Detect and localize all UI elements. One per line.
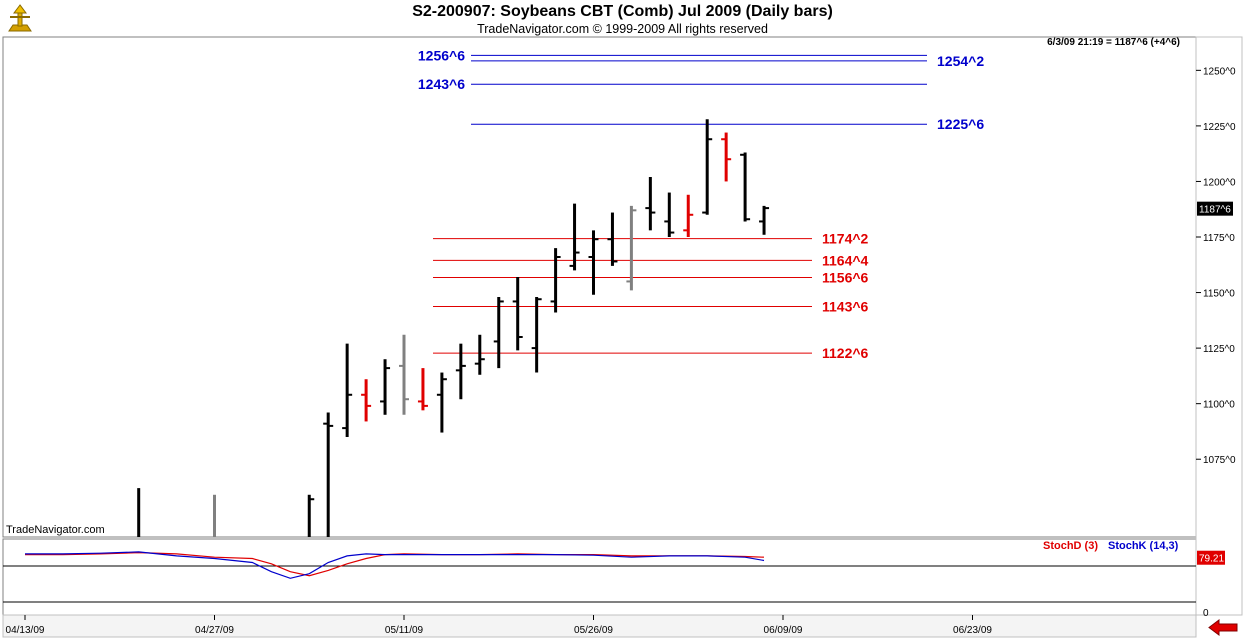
y-tick-label: 1250^0 [1203,66,1236,77]
level-label: 1256^6 [418,47,465,63]
y-tick-label: 1225^0 [1203,122,1236,133]
price-readout: 6/3/09 21:19 = 1187^6 (+4^6) [1047,37,1180,48]
chart-subtitle: TradeNavigator.com © 1999-2009 All right… [477,22,768,36]
stochastic-pane [2,538,1197,616]
level-label: 1143^6 [822,298,869,314]
level-label: 1156^6 [822,270,869,286]
x-tick-label: 04/27/09 [195,625,234,636]
stoch-y-tick-label: 0 [1203,608,1209,619]
level-label: 1243^6 [418,76,465,92]
stoch-series-line [25,551,765,577]
stoch-k-legend[interactable]: StochK (14,3) [1108,540,1179,552]
red-left-arrow-icon[interactable] [1207,619,1239,636]
level-label: 1164^4 [822,252,869,268]
stoch-series-line [25,551,765,579]
price-pane [2,36,1197,538]
x-axis-strip [2,614,1197,638]
last-price-box [1197,201,1233,216]
x-tick-label: 05/11/09 [385,625,424,636]
y-tick-label: 1175^0 [1203,233,1235,244]
x-tick-label: 06/09/09 [764,625,803,636]
y-tick-label: 1200^0 [1203,177,1236,188]
watermark-text: TradeNavigator.com [6,524,105,536]
x-tick-label: 04/13/09 [6,625,45,636]
stoch-last-value-label: 79.21 [1199,554,1224,565]
x-tick-label: 06/23/09 [953,625,992,636]
level-label: 1174^2 [822,231,869,247]
stoch-d-legend[interactable]: StochD (3) [1043,540,1098,552]
level-label: 1254^2 [937,53,984,69]
trade-navigator-logo-icon [8,4,32,32]
chart-title: S2-200907: Soybeans CBT (Comb) Jul 2009 … [412,3,833,20]
level-label: 1225^6 [937,116,984,132]
y-tick-label: 1075^0 [1203,455,1236,466]
level-label: 1122^6 [822,345,869,361]
y-tick-label: 1125^0 [1203,344,1235,355]
y-tick-label: 1150^0 [1203,289,1235,300]
y-axis-strip [1195,36,1243,616]
last-price-label: 1187^6 [1199,205,1231,216]
y-tick-label: 1100^0 [1203,400,1235,411]
x-tick-label: 05/26/09 [574,625,613,636]
stoch-last-value-box [1197,550,1225,565]
